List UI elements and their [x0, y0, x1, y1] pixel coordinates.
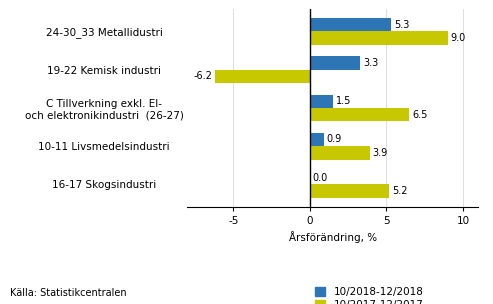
X-axis label: Årsförändring, %: Årsförändring, %: [289, 231, 377, 243]
Text: 9.0: 9.0: [450, 33, 465, 43]
Bar: [310, 133, 323, 146]
Legend: 10/2018-12/2018, 10/2017-12/2017: 10/2018-12/2018, 10/2017-12/2017: [315, 287, 423, 304]
Text: 0.0: 0.0: [313, 173, 328, 183]
Bar: [310, 32, 448, 45]
Bar: [310, 108, 409, 121]
Text: 5.2: 5.2: [392, 186, 408, 196]
Text: -6.2: -6.2: [193, 71, 212, 81]
Text: 3.9: 3.9: [372, 148, 387, 158]
Bar: [310, 18, 391, 32]
Bar: [310, 146, 370, 160]
Text: 3.3: 3.3: [363, 58, 378, 68]
Text: 0.9: 0.9: [326, 134, 342, 144]
Bar: [310, 184, 389, 198]
Text: 5.3: 5.3: [394, 20, 409, 30]
Bar: [215, 70, 310, 83]
Bar: [310, 95, 333, 108]
Text: 6.5: 6.5: [412, 110, 427, 119]
Bar: [310, 56, 360, 70]
Text: Källa: Statistikcentralen: Källa: Statistikcentralen: [10, 288, 127, 298]
Text: 1.5: 1.5: [336, 96, 351, 106]
